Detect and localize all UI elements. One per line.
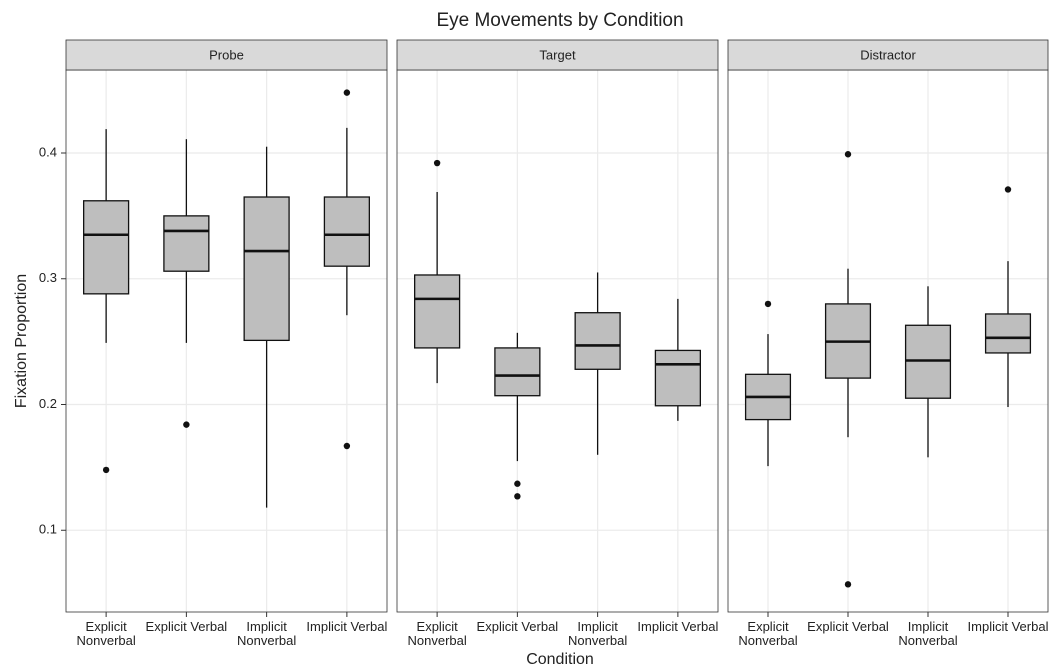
x-axis-label: Condition [526,651,594,668]
x-tick-label: Implicit Verbal [637,619,719,634]
box [984,313,1032,354]
outlier [433,159,441,167]
strip-label: Distractor [860,47,916,62]
x-tick-label: Implicit Nonverbal [898,619,958,648]
x-tick-label: Explicit Nonverbal [76,619,136,648]
y-tick-label: 0.2 [39,396,57,411]
box [414,274,461,349]
outlier [514,493,521,500]
x-tick-label: Implicit Verbal [306,619,388,634]
box [654,349,701,407]
box [494,347,541,397]
y-tick-label: 0.3 [39,270,57,285]
x-tick-label: Implicit Nonverbal [236,619,297,648]
box [163,215,210,272]
x-tick-label: Explicit Verbal [145,619,228,634]
x-tick-label: Explicit Verbal [476,619,559,634]
outlier [102,466,110,474]
outlier [514,480,521,487]
strip-label: Target [539,47,576,62]
outlier [844,151,852,158]
x-tick-label: Implicit Verbal [967,619,1049,634]
outlier [844,581,852,588]
strip-label: Probe [209,47,244,62]
y-tick-label: 0.1 [39,522,57,537]
panel [66,70,387,612]
outlier [183,421,190,428]
strip [727,39,1049,71]
outlier [343,442,351,450]
outlier [343,89,351,96]
outlier [1004,186,1012,193]
x-tick-label: Implicit Nonverbal [567,619,628,648]
chart-title: Eye Movements by Condition [436,10,683,31]
x-tick-label: Explicit Nonverbal [738,619,798,648]
strip [396,39,719,71]
strip [65,39,388,71]
y-tick-label: 0.4 [39,144,57,159]
outlier [764,300,772,308]
y-axis-label: Fixation Proportion [13,274,30,408]
box [323,196,370,267]
x-tick-label: Explicit Verbal [807,619,889,634]
box [243,196,290,342]
box [574,312,621,370]
x-tick-label: Explicit Nonverbal [407,619,467,648]
box [83,200,130,295]
